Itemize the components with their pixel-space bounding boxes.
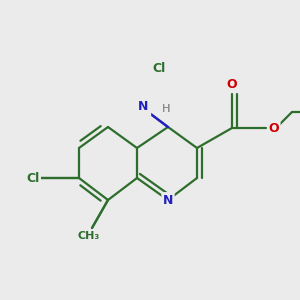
Text: H: H (162, 104, 170, 114)
Text: N: N (138, 100, 148, 113)
Text: Cl: Cl (26, 172, 40, 184)
Text: N: N (163, 194, 173, 206)
Text: O: O (269, 122, 279, 134)
Text: N: N (138, 100, 148, 113)
Text: O: O (227, 79, 237, 92)
Text: Cl: Cl (152, 61, 166, 74)
Text: CH₃: CH₃ (78, 231, 100, 241)
Text: Cl: Cl (26, 172, 40, 184)
Text: N: N (163, 194, 173, 206)
Bar (55, 25, 150, 115)
Text: CH₃: CH₃ (78, 231, 100, 241)
Text: H: H (162, 104, 170, 114)
